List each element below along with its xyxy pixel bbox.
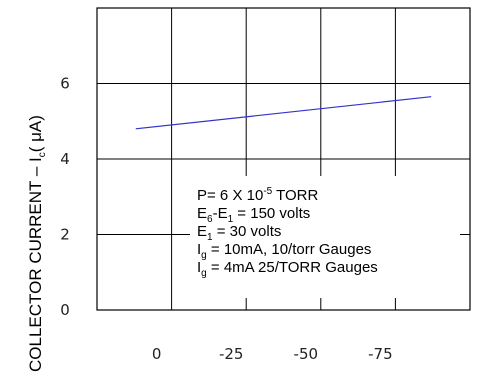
x-tick-label: 0 (152, 345, 162, 363)
y-tick-label: 2 (60, 226, 70, 244)
y-tick-label: 0 (60, 301, 70, 319)
annotation-line-3: Ig = 10mA, 10/torr Gauges (197, 241, 371, 261)
series-line-0 (135, 96, 432, 130)
y-axis-label: COLLECTOR CURRENT – Ic( μA) (26, 115, 48, 372)
x-tick-label: -25 (219, 345, 244, 363)
annotation-line-4: Ig = 4mA 25/TORR Gauges (197, 259, 378, 279)
plot-frame (96, 7, 471, 311)
grid (97, 8, 470, 310)
y-tick-labels: 0 2 4 6 (60, 75, 70, 320)
y-tick-label: 6 (60, 75, 70, 93)
annotation-line-1: E6-E1 = 150 volts (197, 205, 310, 225)
x-tick-label: -50 (294, 345, 319, 363)
x-tick-label: -75 (368, 345, 393, 363)
series-group (135, 96, 432, 130)
x-tick-labels: 0 -25 -50 -75 (152, 345, 393, 363)
annotation-box (190, 176, 460, 298)
y-tick-label: 4 (60, 150, 70, 168)
annotation-line-0: P= 6 X 10-5 TORR (197, 186, 319, 204)
annotation-line-2: E1 = 30 volts (197, 223, 281, 243)
